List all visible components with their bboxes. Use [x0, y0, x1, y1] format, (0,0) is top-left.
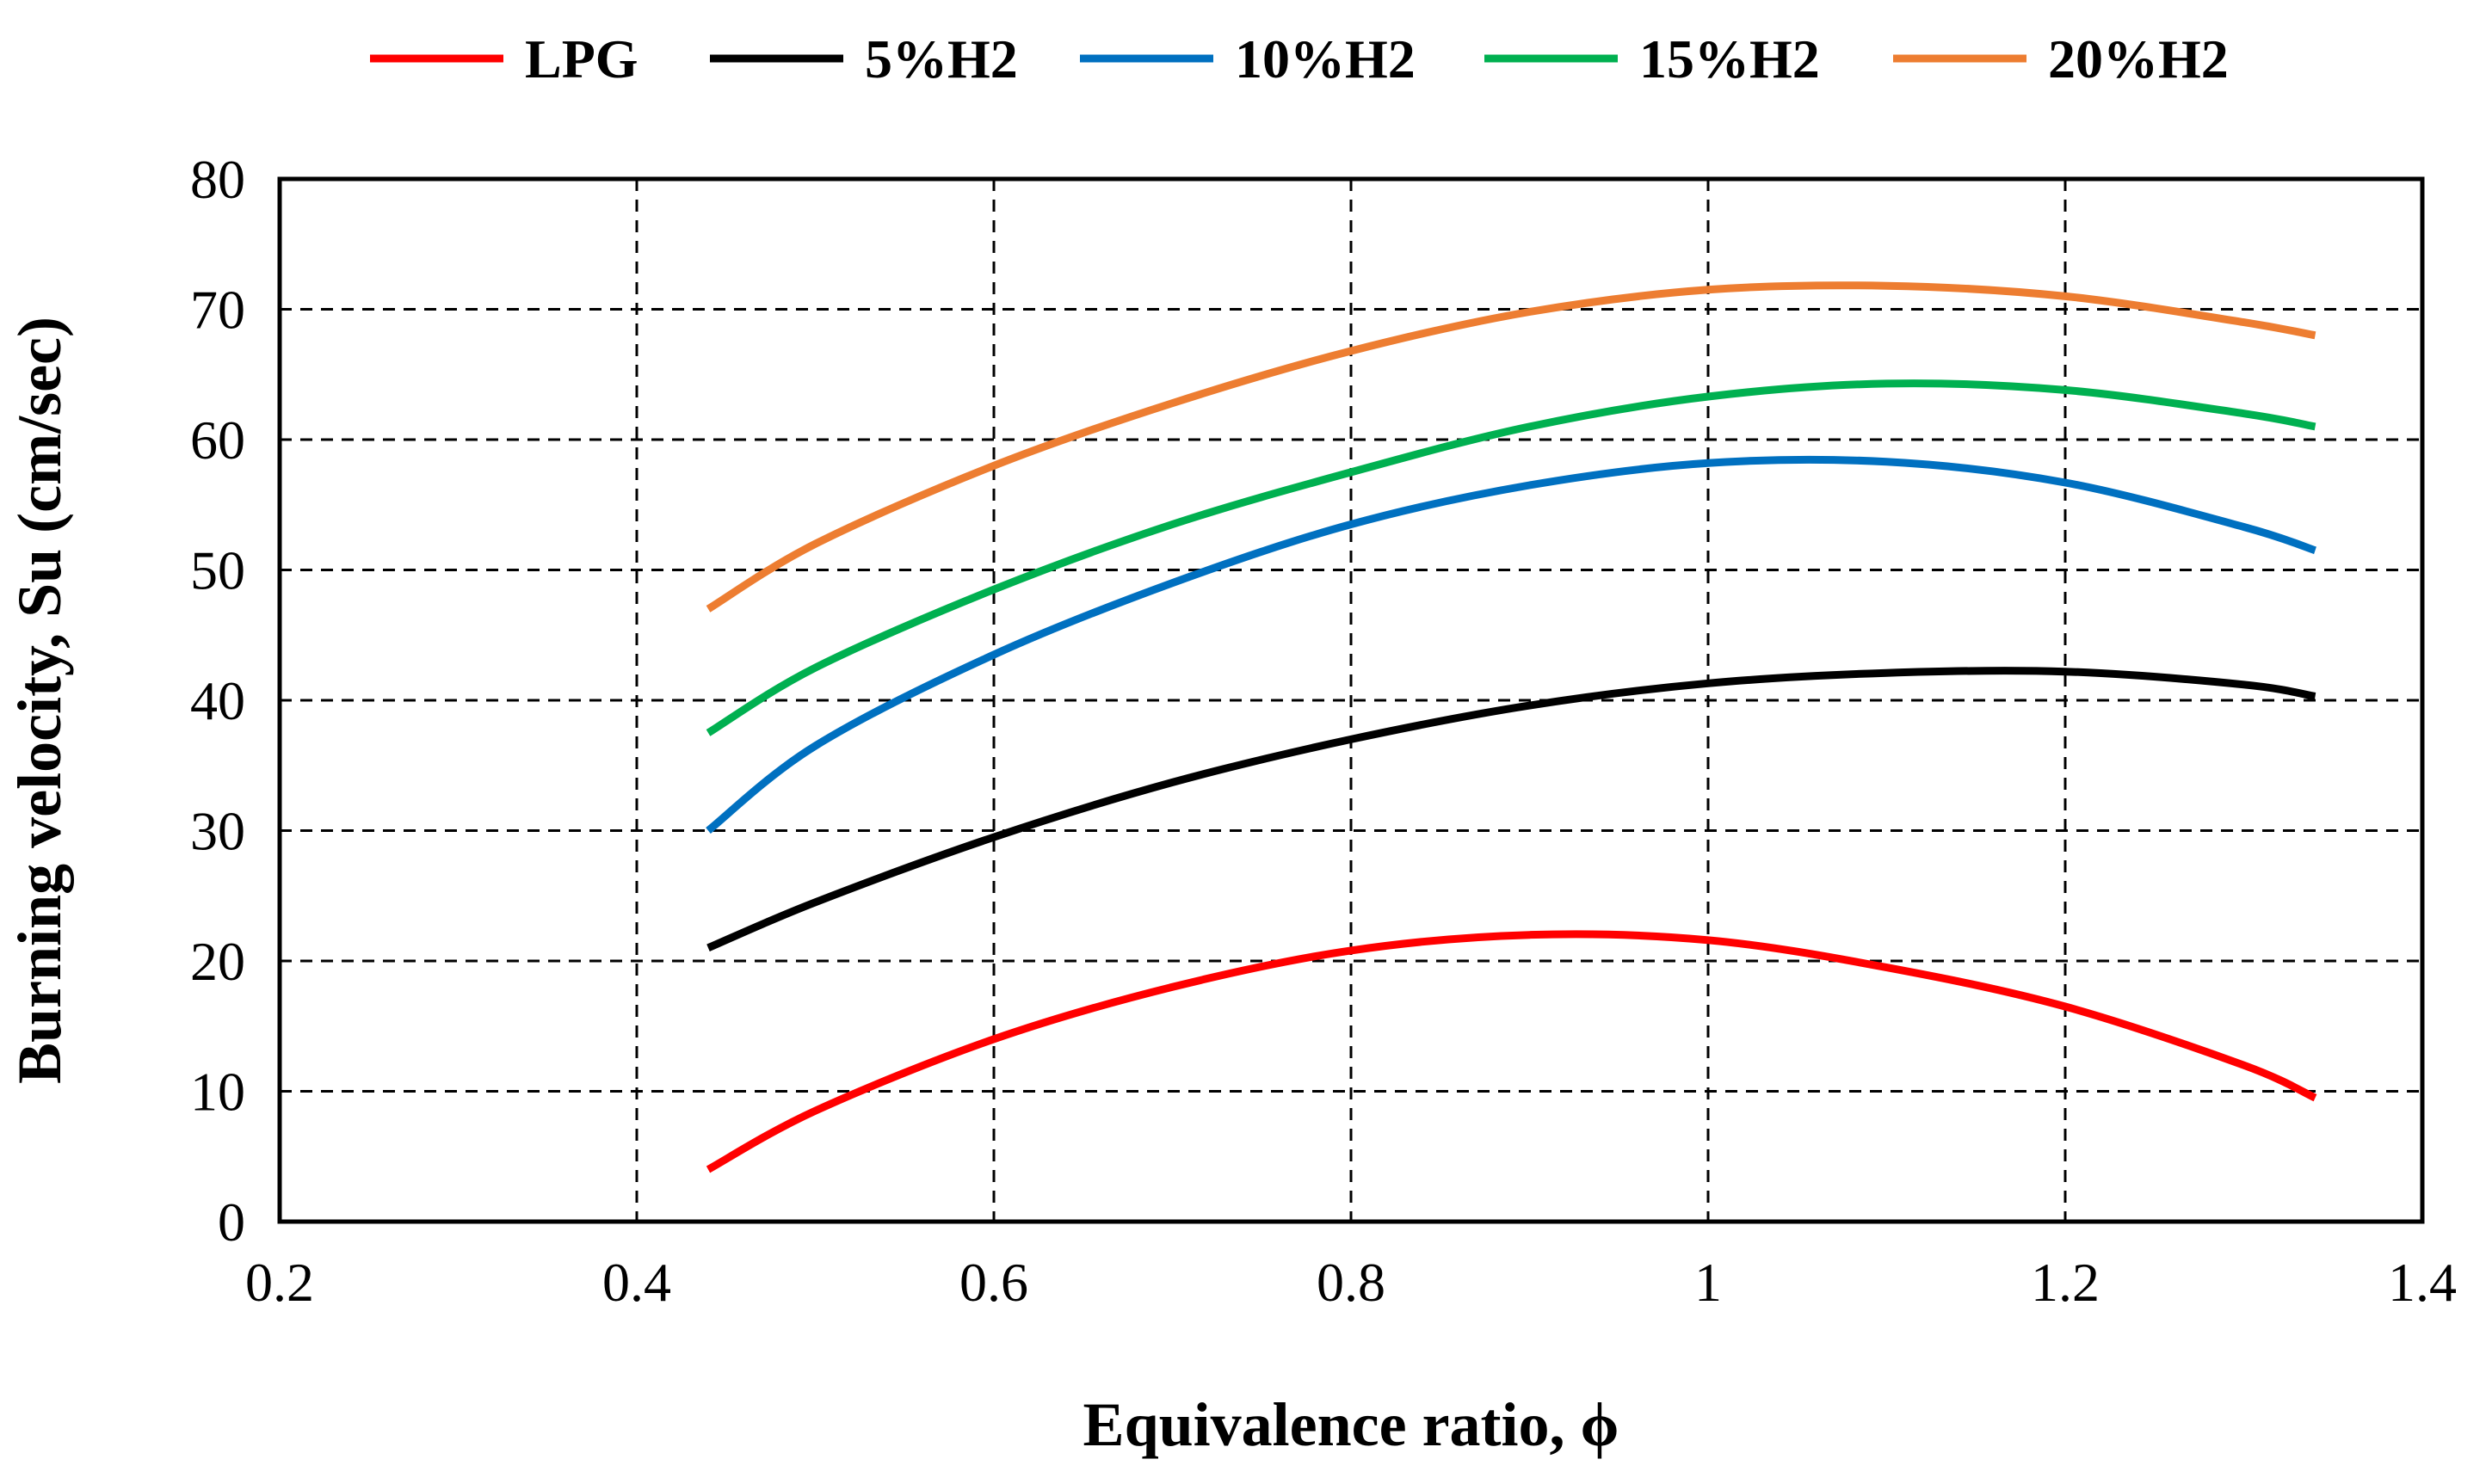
series-lines — [706, 281, 2317, 1173]
x-tick-label: 0.8 — [1317, 1252, 1385, 1313]
y-tick-label: 30 — [190, 801, 245, 862]
y-axis-title: Burning velocity, Su (cm/sec) — [5, 317, 74, 1084]
series-line-20pct-h2 — [706, 281, 2316, 613]
legend-label-15pct-h2: 15%H2 — [1639, 28, 1820, 89]
y-tick-label: 10 — [190, 1062, 245, 1123]
tick-labels: 0.2 0.4 0.6 0.8 1 1.2 1.4 0 10 20 30 40 50 60 70 80 — [190, 149, 2457, 1313]
x-axis-title: Equivalence ratio, ϕ — [1083, 1390, 1619, 1459]
legend-label-10pct-h2: 10%H2 — [1235, 28, 1416, 89]
y-tick-label: 20 — [190, 931, 245, 992]
y-tick-label: 40 — [190, 670, 245, 731]
legend-label-lpg: LPG — [525, 28, 638, 89]
series-line-15pct-h2 — [706, 379, 2316, 736]
legend-label-20pct-h2: 20%H2 — [2048, 28, 2229, 89]
x-tick-label: 0.2 — [245, 1252, 314, 1313]
x-tick-label: 0.4 — [602, 1252, 671, 1313]
y-tick-label: 0 — [218, 1192, 245, 1253]
plot-area-frame — [277, 176, 2425, 1224]
y-tick-label: 60 — [190, 409, 245, 471]
x-tick-label: 1.4 — [2388, 1252, 2457, 1313]
y-tick-label: 50 — [190, 540, 245, 601]
series-line-lpg — [706, 930, 2317, 1173]
x-tick-label: 1.2 — [2031, 1252, 2100, 1313]
series-line-5pct-h2 — [706, 667, 2316, 951]
y-tick-label: 70 — [190, 280, 245, 341]
legend-label-5pct-h2: 5%H2 — [865, 28, 1018, 89]
x-tick-label: 0.6 — [959, 1252, 1028, 1313]
legend: LPG 5%H2 10%H2 15%H2 20%H2 — [370, 28, 2229, 89]
x-tick-label: 1 — [1694, 1252, 1722, 1313]
y-tick-label: 80 — [190, 149, 245, 210]
series-line-10pct-h2 — [706, 455, 2316, 834]
